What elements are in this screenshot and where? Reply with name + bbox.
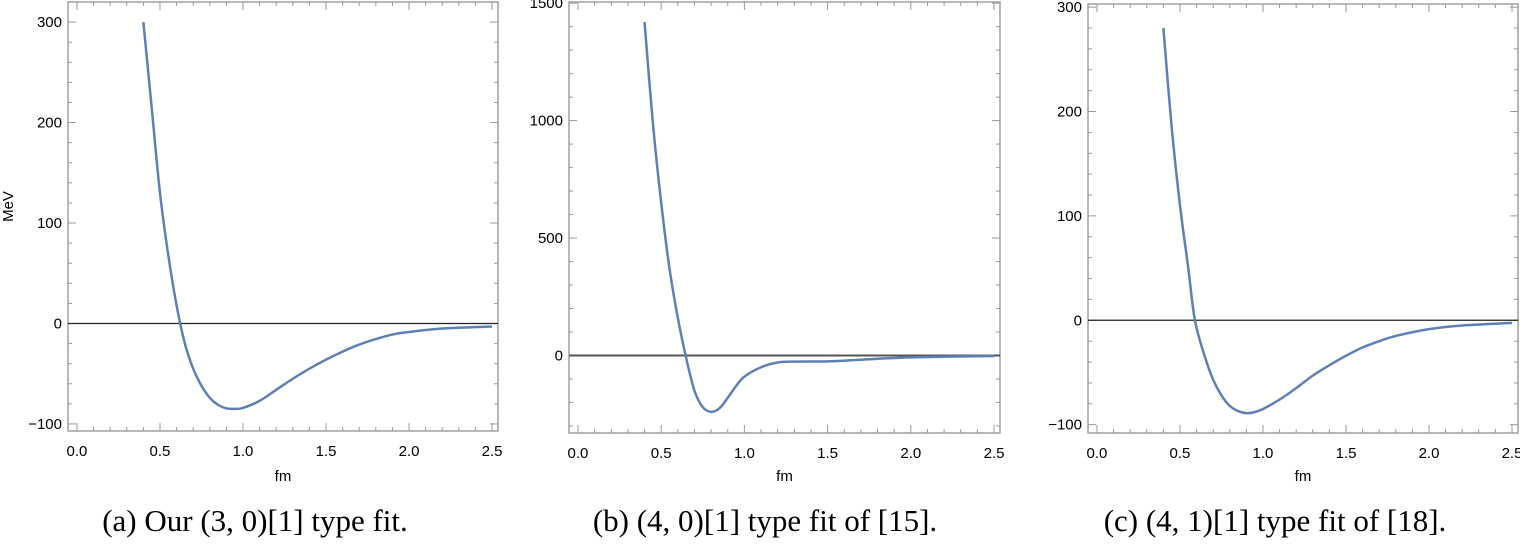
x-tick-label: 1.5	[316, 443, 337, 460]
x-tick-label: 1.0	[734, 445, 755, 462]
plot-frame	[568, 1, 1001, 434]
y-tick-label: −100	[1048, 417, 1082, 434]
y-tick-label: 300	[37, 14, 62, 31]
x-tick-label: 1.5	[817, 445, 838, 462]
y-tick-label: 0	[555, 347, 563, 364]
y-tick-label: 1500	[530, 0, 563, 12]
y-tick-label: 300	[1057, 0, 1082, 16]
y-tick-label: 1000	[530, 113, 563, 130]
x-tick-label: 0.5	[150, 443, 171, 460]
panel-caption: (c) (4, 1)[1] type fit of [18].	[1104, 503, 1447, 538]
x-tick-label: 2.5	[984, 445, 1005, 462]
x-tick-label: 2.5	[1502, 445, 1520, 462]
panel-a: 0.0 0.5 1.0 1.5 2.0 2.5 −100 0 100 200 300 fm MeV (a)…	[0, 1, 503, 538]
plot-frame	[67, 1, 499, 432]
x-tick-label: 1.0	[1253, 445, 1274, 462]
x-tick-label: 0.5	[651, 445, 672, 462]
series-line-potential	[1162, 27, 1513, 415]
x-axis-label: fm	[275, 468, 292, 485]
series-line-potential	[643, 21, 995, 414]
y-tick-label: 500	[538, 230, 563, 247]
x-tick-label: 2.0	[399, 443, 420, 460]
series-line-potential	[142, 21, 493, 411]
x-axis-label: fm	[776, 468, 793, 485]
y-tick-label: −100	[28, 416, 62, 433]
plot-frame	[1087, 3, 1519, 434]
x-tick-label: 2.5	[482, 443, 503, 460]
panel-c: 0.0 0.5 1.0 1.5 2.0 2.5 −100 0 100 200 300 fm (c) (4…	[1048, 0, 1520, 538]
panel-caption: (b) (4, 0)[1] type fit of [15].	[593, 503, 937, 538]
y-tick-label: 200	[1057, 104, 1082, 121]
x-tick-label: 0.5	[1170, 445, 1191, 462]
y-axis-label: MeV	[0, 191, 17, 222]
x-tick-label: 2.0	[1419, 445, 1440, 462]
y-tick-label: 0	[54, 315, 62, 332]
panel-b: 0.0 0.5 1.0 1.5 2.0 2.5 0 500 1000 1500 fm (b) (4, …	[530, 0, 1005, 538]
y-tick-label: 100	[37, 215, 62, 232]
x-tick-label: 0.0	[568, 445, 589, 462]
x-tick-label: 1.5	[1336, 445, 1357, 462]
x-tick-label: 0.0	[1087, 445, 1108, 462]
x-axis-label: fm	[1295, 468, 1312, 485]
x-tick-label: 2.0	[900, 445, 921, 462]
y-tick-label: 100	[1057, 208, 1082, 225]
y-tick-label: 0	[1074, 312, 1082, 329]
panel-caption: (a) Our (3, 0)[1] type fit.	[102, 503, 408, 538]
x-tick-label: 0.0	[67, 443, 88, 460]
y-tick-label: 200	[37, 115, 62, 132]
x-tick-label: 1.0	[233, 443, 254, 460]
